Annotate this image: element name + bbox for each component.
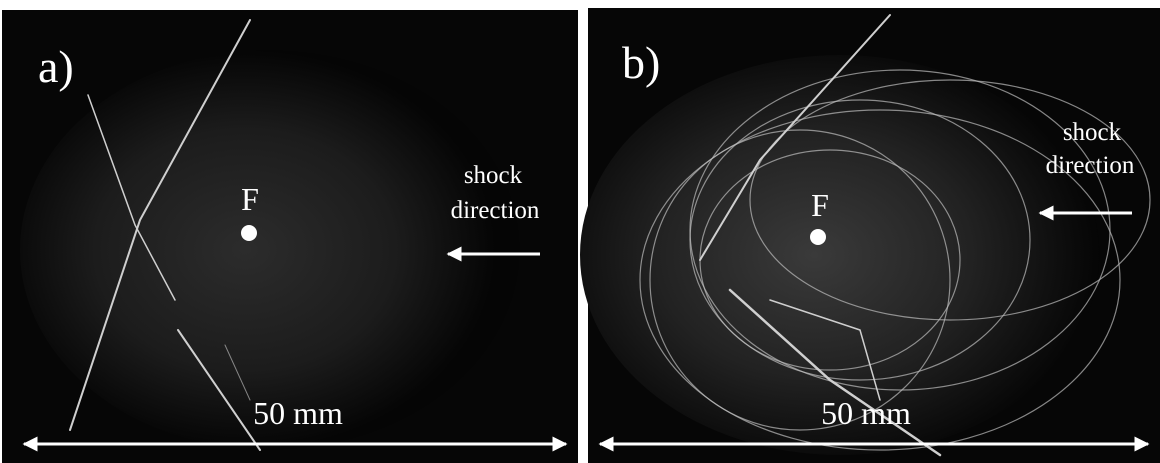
panel-a: a) F shock direction 50 mm bbox=[2, 10, 578, 463]
annotation: shock bbox=[464, 162, 523, 189]
annotation: shock bbox=[1063, 119, 1122, 146]
focus-point bbox=[810, 229, 826, 245]
figure: a) F shock direction 50 mm b) F shock di… bbox=[0, 0, 1160, 463]
point-label: F bbox=[811, 187, 829, 223]
annotation: direction bbox=[1046, 152, 1135, 179]
focus-point bbox=[241, 225, 257, 241]
point-label: F bbox=[241, 181, 259, 217]
panel-b: b) F shock direction 50 mm bbox=[580, 8, 1160, 463]
scale-label: 50 mm bbox=[253, 395, 343, 431]
scale-label: 50 mm bbox=[821, 395, 911, 431]
panel-label: a) bbox=[38, 41, 74, 92]
annotation: direction bbox=[451, 197, 540, 224]
panel-label: b) bbox=[622, 37, 660, 88]
glow bbox=[20, 50, 520, 450]
